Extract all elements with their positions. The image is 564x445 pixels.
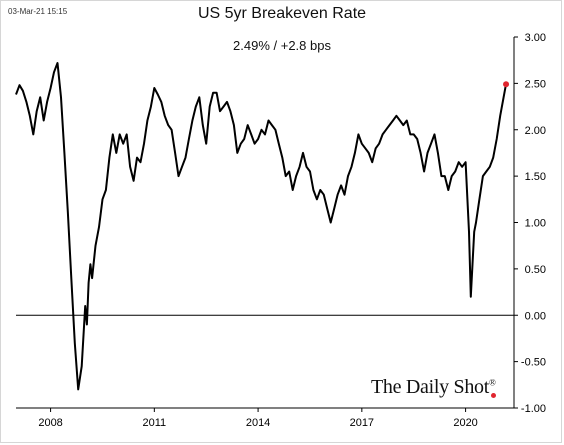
y-tick-label: 2.50	[525, 78, 546, 90]
x-tick-label: 2014	[246, 417, 270, 429]
y-tick-label: -1.00	[521, 403, 546, 415]
plot-area: 3.00 2.50 2.00 1.50 1.00 0.50 0.00 -0.50 -1.00 20…	[15, 32, 546, 429]
chart-subtitle: 2.49% / +2.8 bps	[233, 38, 331, 53]
x-tick-label: 2011	[143, 417, 167, 429]
x-tick-label: 2017	[350, 417, 374, 429]
brand-logo: The Daily Shot®	[371, 376, 496, 399]
y-tick-label: 1.50	[525, 171, 546, 183]
chart-title: US 5yr Breakeven Rate	[197, 5, 367, 22]
brand-name: The Daily Shot	[371, 376, 490, 398]
brand-registered-mark: ®	[489, 377, 496, 388]
brand-accent-dot	[491, 393, 496, 398]
y-tick-label: 0.00	[525, 310, 546, 322]
y-tick-label: 0.50	[525, 264, 546, 276]
series-line	[15, 62, 507, 391]
x-tick-label: 2008	[38, 417, 62, 429]
y-tick-label: 1.00	[525, 218, 546, 230]
x-tick-label: 2020	[453, 417, 477, 429]
last-value-marker	[503, 81, 510, 88]
timestamp: 03-Mar-21 15:15	[8, 7, 68, 16]
y-tick-label: 3.00	[525, 32, 546, 44]
y-tick-label: -0.50	[521, 357, 546, 369]
y-tick-label: 2.00	[525, 125, 546, 137]
